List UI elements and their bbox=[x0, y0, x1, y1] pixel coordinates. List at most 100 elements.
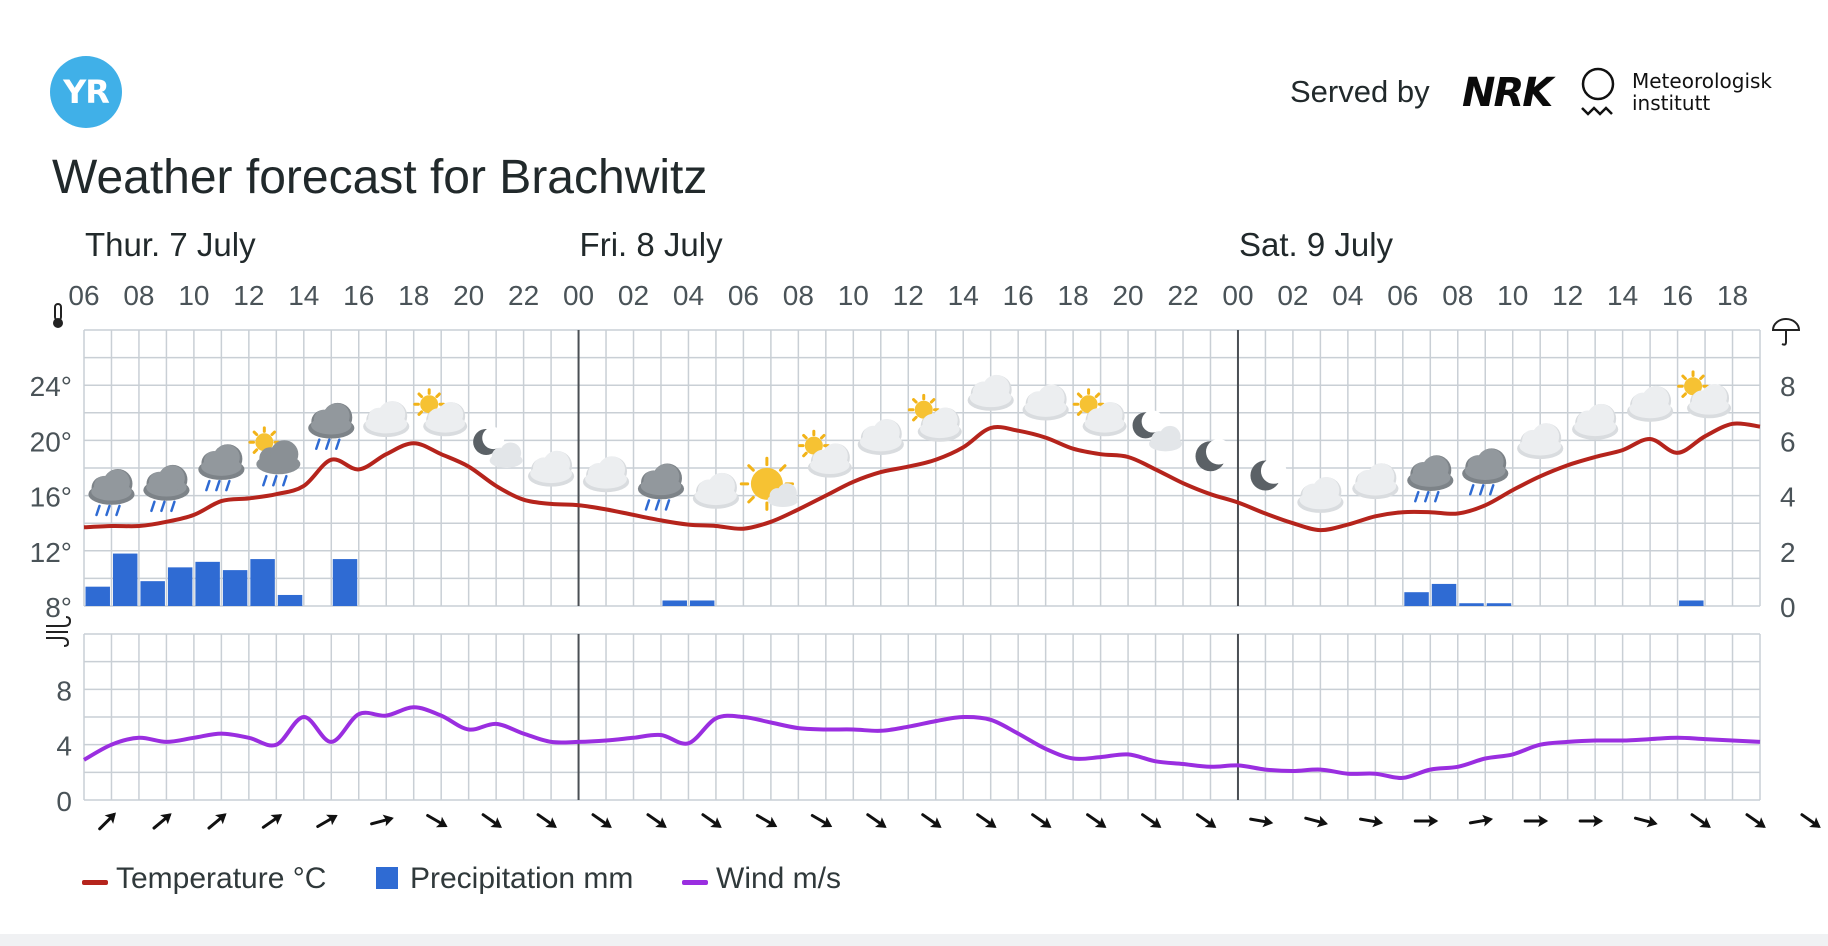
footer-bar bbox=[0, 934, 1828, 946]
precipitation-bar bbox=[85, 586, 110, 606]
wind-arrow-icon bbox=[921, 813, 942, 828]
weather-symbols bbox=[88, 370, 1732, 517]
hour-tick-label: 00 bbox=[563, 280, 594, 311]
wind-arrow-icon bbox=[866, 813, 887, 828]
hour-tick-label: 14 bbox=[1607, 280, 1638, 311]
precipitation-bar bbox=[1404, 592, 1429, 606]
hour-tick-label: 18 bbox=[398, 280, 429, 311]
partly-cloudy-icon bbox=[413, 388, 468, 437]
precipitation-bar bbox=[222, 570, 248, 606]
thermometer-icon bbox=[53, 303, 63, 328]
partly-cloudy-icon bbox=[797, 429, 852, 478]
precipitation-tick-label: 2 bbox=[1780, 537, 1796, 568]
wind-arrow-icon bbox=[316, 814, 338, 828]
hour-tick-label: 04 bbox=[1332, 280, 1363, 311]
served-by-label: Served by bbox=[1290, 74, 1430, 109]
hour-tick-label: 02 bbox=[1277, 280, 1308, 311]
legend-label-precipitation: Precipitation mm bbox=[410, 862, 634, 895]
wind-line bbox=[83, 705, 1761, 780]
legend-label-wind: Wind m/s bbox=[716, 862, 842, 895]
hour-tick-label: 00 bbox=[1222, 280, 1253, 311]
yr-logo[interactable]: YR bbox=[50, 56, 122, 128]
wind-arrow-icon bbox=[1745, 813, 1766, 828]
rain-cloud-icon bbox=[1462, 448, 1509, 496]
wind-arrow-icon bbox=[1359, 815, 1384, 828]
met-line2: institutt bbox=[1632, 91, 1711, 115]
sun-cloud-icon bbox=[739, 456, 799, 511]
wind-tick-label: 8 bbox=[56, 675, 72, 706]
hour-tick-label: 16 bbox=[343, 280, 374, 311]
hour-tick-label: 06 bbox=[68, 280, 99, 311]
hour-tick-label: 08 bbox=[1442, 280, 1473, 311]
umbrella-icon bbox=[1771, 318, 1801, 346]
wind-arrow-icon bbox=[1304, 815, 1328, 828]
wind-arrow-icon bbox=[591, 813, 612, 828]
temperature-series bbox=[83, 421, 1761, 533]
wind-arrow-icon bbox=[98, 812, 116, 831]
wind-arrow-icon bbox=[207, 813, 227, 830]
wind-tick-label: 0 bbox=[56, 786, 72, 817]
wind-arrow-icon bbox=[481, 813, 502, 828]
wind-arrow-icon bbox=[1800, 813, 1821, 828]
precipitation-tick-label: 4 bbox=[1780, 482, 1796, 513]
precipitation-bar bbox=[1431, 583, 1457, 606]
wind-arrow-icon bbox=[1523, 815, 1549, 827]
hour-tick-label: 06 bbox=[1387, 280, 1418, 311]
wind-arrow-icon bbox=[755, 814, 778, 828]
axis-icons bbox=[46, 303, 1801, 647]
precipitation-bar bbox=[332, 559, 358, 606]
hour-tick-label: 10 bbox=[1497, 280, 1528, 311]
precipitation-bar bbox=[689, 600, 715, 606]
precipitation-bar bbox=[250, 559, 275, 606]
temperature-tick-label: 16° bbox=[30, 482, 72, 513]
wind-direction-arrows bbox=[98, 812, 1821, 831]
hour-labels: 06 08 10 12 14 16 18 20 22 00 02 04 06 08 10 12 14 16 18 20… bbox=[68, 280, 1748, 311]
cloud-icon bbox=[967, 374, 1014, 411]
hour-tick-label: 20 bbox=[453, 280, 484, 311]
partly-cloudy-icon bbox=[1072, 388, 1127, 437]
wind-arrow-icon bbox=[1195, 813, 1217, 828]
precipitation-bar bbox=[167, 567, 193, 606]
hour-tick-label: 18 bbox=[1717, 280, 1748, 311]
wind-arrow-icon bbox=[976, 813, 997, 828]
wind-tick-label: 4 bbox=[56, 731, 72, 762]
partly-cloudy-icon bbox=[1677, 370, 1732, 419]
precipitation-bar bbox=[140, 581, 165, 606]
wind-arrow-icon bbox=[1578, 815, 1604, 827]
hour-tick-label: 06 bbox=[728, 280, 759, 311]
page-title: Weather forecast for Brachwitz bbox=[52, 151, 708, 204]
cloud-icon bbox=[1572, 403, 1619, 440]
hour-tick-label: 12 bbox=[1552, 280, 1583, 311]
wind-arrow-icon bbox=[1413, 815, 1439, 827]
hour-tick-label: 08 bbox=[123, 280, 154, 311]
hour-tick-label: 08 bbox=[783, 280, 814, 311]
wind-arrow-icon bbox=[536, 813, 557, 828]
met-institute-logo-text[interactable]: Meteorologisk institutt bbox=[1632, 70, 1772, 114]
cloud-icon bbox=[527, 450, 575, 487]
hour-tick-label: 22 bbox=[508, 280, 539, 311]
hour-tick-label: 16 bbox=[1662, 280, 1693, 311]
wind-arrow-icon bbox=[261, 814, 283, 829]
rain-cloud-icon bbox=[308, 402, 355, 450]
rain-cloud-icon bbox=[1407, 455, 1454, 503]
cloud-icon bbox=[692, 472, 740, 509]
met-institute-icon bbox=[1581, 67, 1615, 116]
wind-arrow-icon bbox=[1086, 813, 1107, 828]
temperature-tick-label: 24° bbox=[30, 371, 72, 402]
hour-tick-label: 14 bbox=[288, 280, 319, 311]
wind-legend-swatch bbox=[682, 880, 708, 885]
precipitation-tick-label: 6 bbox=[1780, 426, 1796, 457]
hour-tick-label: 10 bbox=[178, 280, 209, 311]
hour-tick-label: 16 bbox=[1003, 280, 1034, 311]
hour-tick-label: 22 bbox=[1167, 280, 1198, 311]
wind-arrow-icon bbox=[646, 813, 667, 828]
precipitation-bar bbox=[1459, 603, 1484, 606]
precipitation-bar bbox=[277, 594, 303, 606]
wind-arrow-icon bbox=[1690, 813, 1711, 828]
wind-arrow-icon bbox=[1468, 814, 1494, 827]
nrk-logo[interactable]: NRK bbox=[1462, 70, 1553, 116]
partly-cloudy-icon bbox=[907, 393, 962, 442]
hour-tick-label: 12 bbox=[233, 280, 264, 311]
